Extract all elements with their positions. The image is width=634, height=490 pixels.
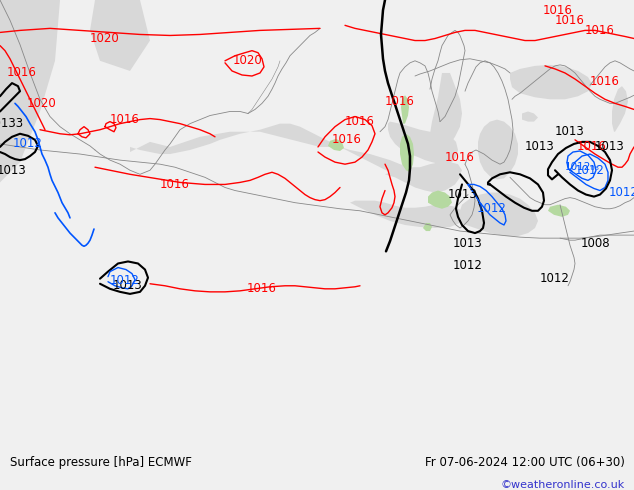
Polygon shape (350, 201, 465, 228)
Text: 1016: 1016 (110, 113, 140, 126)
Text: 1020: 1020 (27, 97, 57, 110)
Polygon shape (548, 205, 570, 217)
Polygon shape (328, 139, 344, 151)
Text: 1016: 1016 (385, 95, 415, 108)
Polygon shape (510, 65, 592, 99)
Text: 1012₀₈: 1012₀₈ (565, 162, 599, 172)
Text: 1016: 1016 (543, 3, 573, 17)
Polygon shape (400, 134, 414, 172)
Text: 1012: 1012 (609, 186, 634, 199)
Text: 1008: 1008 (580, 237, 610, 250)
Text: 1013: 1013 (525, 141, 555, 153)
Polygon shape (385, 167, 460, 193)
Polygon shape (388, 122, 458, 164)
Polygon shape (478, 120, 518, 179)
Text: 1013: 1013 (0, 164, 27, 177)
Text: 1012: 1012 (13, 137, 43, 150)
Text: 1013: 1013 (595, 141, 625, 153)
Text: 1016: 1016 (555, 14, 585, 27)
Text: ©weatheronline.co.uk: ©weatheronline.co.uk (500, 480, 624, 490)
Text: 1013: 1013 (113, 279, 143, 292)
Text: 1016: 1016 (160, 178, 190, 191)
Polygon shape (90, 0, 150, 71)
Polygon shape (460, 193, 538, 236)
Text: 1016: 1016 (577, 141, 607, 153)
Polygon shape (401, 95, 409, 123)
Text: 1020: 1020 (233, 54, 263, 67)
Text: 1016: 1016 (445, 150, 475, 164)
Text: 1020: 1020 (90, 32, 120, 45)
Text: 1016: 1016 (332, 133, 362, 147)
Text: 1016: 1016 (247, 282, 277, 295)
Text: 1012: 1012 (575, 164, 605, 177)
Text: Fr 07-06-2024 12:00 UTC (06+30): Fr 07-06-2024 12:00 UTC (06+30) (425, 456, 624, 469)
Text: 1016: 1016 (7, 67, 37, 79)
Polygon shape (428, 191, 452, 209)
Text: 1016: 1016 (590, 74, 620, 88)
Text: 1013: 1013 (453, 237, 483, 250)
Text: 1016: 1016 (585, 24, 615, 37)
Text: 1012: 1012 (453, 259, 483, 272)
Text: 1013: 1013 (555, 125, 585, 138)
Polygon shape (522, 112, 538, 122)
Text: 1013: 1013 (448, 188, 478, 201)
Text: 1016: 1016 (345, 115, 375, 128)
Text: 1012: 1012 (477, 202, 507, 215)
Text: 1012: 1012 (110, 274, 140, 287)
Polygon shape (430, 73, 462, 152)
Polygon shape (423, 223, 432, 231)
Text: 1012: 1012 (540, 272, 570, 285)
Text: Surface pressure [hPa] ECMWF: Surface pressure [hPa] ECMWF (10, 456, 191, 469)
Polygon shape (612, 86, 628, 132)
Text: 10133: 10133 (0, 117, 23, 130)
Polygon shape (130, 123, 462, 184)
Polygon shape (0, 0, 60, 182)
